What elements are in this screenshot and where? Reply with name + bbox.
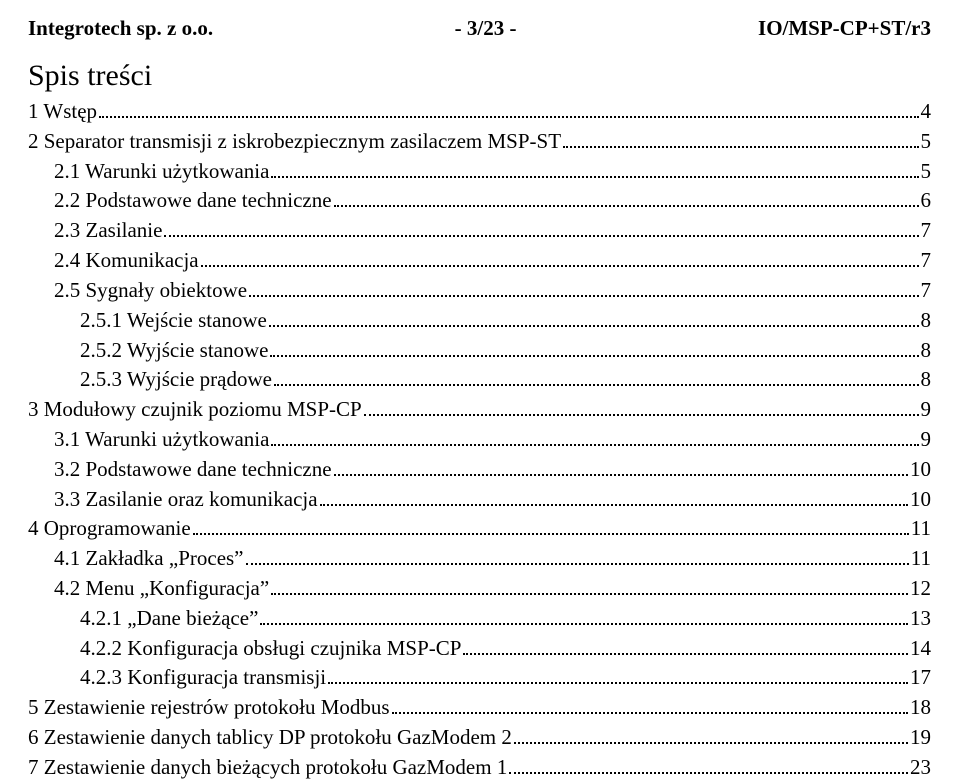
toc-entry-label: 2.5.3 Wyjście prądowe <box>80 365 272 395</box>
toc-leader-dots <box>270 355 918 357</box>
toc-entry-label: 3 Modułowy czujnik poziomu MSP-CP <box>28 395 362 425</box>
toc-entry-label: 2.5 Sygnały obiektowe <box>54 276 247 306</box>
page-header: Integrotech sp. z o.o. - 3/23 - IO/MSP-C… <box>28 16 931 41</box>
toc-leader-dots <box>392 712 908 714</box>
toc-entry-label: 3.3 Zasilanie oraz komunikacja <box>54 485 318 515</box>
toc-entry-page: 14 <box>910 634 931 664</box>
toc-entry-page: 18 <box>910 693 931 723</box>
toc-entry: 2.5 Sygnały obiektowe 7 <box>28 276 931 306</box>
toc-leader-dots <box>260 623 908 625</box>
toc-entry-page: 10 <box>910 485 931 515</box>
toc-entry: 2.5.2 Wyjście stanowe 8 <box>28 336 931 366</box>
header-center: - 3/23 - <box>455 16 517 41</box>
toc-entry-page: 19 <box>910 723 931 753</box>
toc-entry-page: 7 <box>921 246 932 276</box>
toc-entry-label: 4.1 Zakładka „Proces” <box>54 544 244 574</box>
toc-entry: 3 Modułowy czujnik poziomu MSP-CP 9 <box>28 395 931 425</box>
toc-leader-dots <box>334 474 908 476</box>
toc-leader-dots <box>563 146 918 148</box>
toc-entry: 2 Separator transmisji z iskrobezpieczny… <box>28 127 931 157</box>
toc-entry: 2.4 Komunikacja 7 <box>28 246 931 276</box>
toc-entry-page: 10 <box>910 455 931 485</box>
toc-entry: 4.2.3 Konfiguracja transmisji 17 <box>28 663 931 693</box>
toc-entry: 2.5.1 Wejście stanowe 8 <box>28 306 931 336</box>
toc-entry-label: 4.2 Menu „Konfiguracja” <box>54 574 269 604</box>
toc-entry-page: 17 <box>910 663 931 693</box>
toc-entry: 4.1 Zakładka „Proces” 11 <box>28 544 931 574</box>
toc-entry-page: 12 <box>910 574 931 604</box>
toc-leader-dots <box>364 414 919 416</box>
toc-entry-label: 7 Zestawienie danych bieżących protokołu… <box>28 753 507 783</box>
toc-entry-page: 5 <box>921 157 932 187</box>
toc-entry: 2.5.3 Wyjście prądowe 8 <box>28 365 931 395</box>
toc-entry-page: 9 <box>921 425 932 455</box>
header-left: Integrotech sp. z o.o. <box>28 16 213 41</box>
toc-entry-page: 8 <box>921 336 932 366</box>
toc-entry: 3.1 Warunki użytkowania 9 <box>28 425 931 455</box>
toc-leader-dots <box>193 533 909 535</box>
toc-entry: 4.2.2 Konfiguracja obsługi czujnika MSP-… <box>28 634 931 664</box>
toc-entry: 3.3 Zasilanie oraz komunikacja 10 <box>28 485 931 515</box>
toc-entry-label: 6 Zestawienie danych tablicy DP protokoł… <box>28 723 512 753</box>
toc-list: 1 Wstęp 4 2 Separator transmisji z iskrobe… <box>28 97 931 783</box>
toc-leader-dots <box>274 384 919 386</box>
toc-leader-dots <box>334 205 919 207</box>
header-right: IO/MSP-CP+ST/r3 <box>758 16 931 41</box>
toc-entry: 7 Zestawienie danych bieżących protokołu… <box>28 753 931 783</box>
toc-leader-dots <box>328 682 908 684</box>
toc-entry-label: 4.2.3 Konfiguracja transmisji <box>80 663 326 693</box>
toc-entry-label: 5 Zestawienie rejestrów protokołu Modbus <box>28 693 390 723</box>
toc-entry: 4.2 Menu „Konfiguracja” 12 <box>28 574 931 604</box>
document-page: Integrotech sp. z o.o. - 3/23 - IO/MSP-C… <box>0 0 959 783</box>
toc-entry-label: 3.2 Podstawowe dane techniczne <box>54 455 332 485</box>
toc-entry-page: 7 <box>921 276 932 306</box>
toc-entry-label: 2.3 Zasilanie <box>54 216 162 246</box>
toc-leader-dots <box>164 235 918 237</box>
toc-entry-label: 4.2.1 „Dane bieżące” <box>80 604 258 634</box>
toc-leader-dots <box>249 295 918 297</box>
toc-leader-dots <box>463 653 908 655</box>
toc-entry: 1 Wstęp 4 <box>28 97 931 127</box>
toc-entry-page: 11 <box>911 544 931 574</box>
toc-entry-label: 2.2 Podstawowe dane techniczne <box>54 186 332 216</box>
toc-leader-dots <box>509 772 908 774</box>
toc-entry: 3.2 Podstawowe dane techniczne 10 <box>28 455 931 485</box>
toc-title: Spis treści <box>28 59 931 93</box>
toc-entry-label: 2.1 Warunki użytkowania <box>54 157 269 187</box>
toc-entry-page: 5 <box>921 127 932 157</box>
toc-entry: 2.1 Warunki użytkowania 5 <box>28 157 931 187</box>
toc-entry-label: 2 Separator transmisji z iskrobezpieczny… <box>28 127 561 157</box>
toc-entry-label: 4.2.2 Konfiguracja obsługi czujnika MSP-… <box>80 634 461 664</box>
toc-entry: 5 Zestawienie rejestrów protokołu Modbus… <box>28 693 931 723</box>
toc-entry-page: 13 <box>910 604 931 634</box>
toc-entry-page: 8 <box>921 365 932 395</box>
toc-entry: 4.2.1 „Dane bieżące” 13 <box>28 604 931 634</box>
toc-entry-page: 11 <box>911 514 931 544</box>
toc-leader-dots <box>99 116 918 118</box>
toc-leader-dots <box>271 593 908 595</box>
toc-leader-dots <box>320 504 908 506</box>
toc-entry: 4 Oprogramowanie 11 <box>28 514 931 544</box>
toc-entry-page: 8 <box>921 306 932 336</box>
toc-entry-page: 4 <box>921 97 932 127</box>
toc-leader-dots <box>514 742 908 744</box>
toc-entry: 6 Zestawienie danych tablicy DP protokoł… <box>28 723 931 753</box>
toc-entry-label: 2.4 Komunikacja <box>54 246 199 276</box>
toc-leader-dots <box>201 265 919 267</box>
toc-entry-label: 2.5.1 Wejście stanowe <box>80 306 267 336</box>
toc-leader-dots <box>271 444 918 446</box>
toc-entry-page: 7 <box>921 216 932 246</box>
toc-leader-dots <box>271 176 918 178</box>
toc-entry: 2.2 Podstawowe dane techniczne 6 <box>28 186 931 216</box>
toc-entry-page: 23 <box>910 753 931 783</box>
toc-entry-label: 1 Wstęp <box>28 97 97 127</box>
toc-leader-dots <box>269 325 919 327</box>
toc-entry-label: 4 Oprogramowanie <box>28 514 191 544</box>
toc-entry-page: 9 <box>921 395 932 425</box>
toc-entry-page: 6 <box>921 186 932 216</box>
toc-entry-label: 3.1 Warunki użytkowania <box>54 425 269 455</box>
toc-leader-dots <box>246 563 909 565</box>
toc-entry: 2.3 Zasilanie 7 <box>28 216 931 246</box>
toc-entry-label: 2.5.2 Wyjście stanowe <box>80 336 268 366</box>
